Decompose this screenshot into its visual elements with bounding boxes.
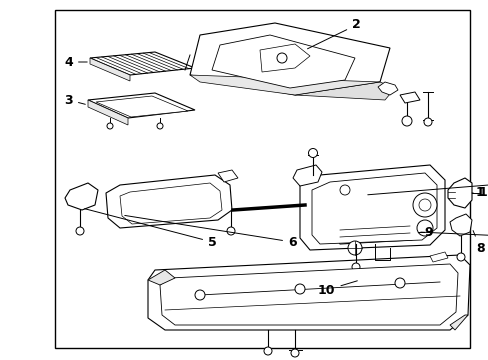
Polygon shape xyxy=(292,165,321,186)
Text: 3: 3 xyxy=(64,94,85,107)
Polygon shape xyxy=(218,170,238,182)
Circle shape xyxy=(107,123,113,129)
Text: 4: 4 xyxy=(64,55,87,68)
Polygon shape xyxy=(90,52,195,75)
Circle shape xyxy=(394,278,404,288)
Text: 2: 2 xyxy=(307,18,360,49)
Circle shape xyxy=(401,116,411,126)
Circle shape xyxy=(351,263,359,271)
Polygon shape xyxy=(299,165,444,250)
Polygon shape xyxy=(88,93,195,118)
Circle shape xyxy=(294,284,305,294)
Circle shape xyxy=(290,349,298,357)
Circle shape xyxy=(412,193,436,217)
Bar xyxy=(55,10,469,348)
Circle shape xyxy=(157,123,163,129)
Polygon shape xyxy=(449,214,471,236)
Polygon shape xyxy=(377,82,397,95)
Polygon shape xyxy=(311,173,436,244)
Polygon shape xyxy=(331,215,417,244)
Polygon shape xyxy=(120,183,222,224)
Polygon shape xyxy=(160,264,457,325)
Polygon shape xyxy=(90,58,130,81)
Circle shape xyxy=(308,148,317,158)
Circle shape xyxy=(76,227,84,235)
Text: 8: 8 xyxy=(472,230,484,255)
Circle shape xyxy=(456,253,464,261)
Polygon shape xyxy=(96,96,187,117)
Circle shape xyxy=(416,220,432,236)
Circle shape xyxy=(347,241,361,255)
Text: 1: 1 xyxy=(471,186,484,199)
Text: 7: 7 xyxy=(367,168,488,195)
Polygon shape xyxy=(260,44,309,72)
Polygon shape xyxy=(399,92,419,103)
Polygon shape xyxy=(65,183,98,210)
Polygon shape xyxy=(148,270,175,285)
Text: 9: 9 xyxy=(423,225,432,238)
Text: 6: 6 xyxy=(124,215,296,248)
Text: 1: 1 xyxy=(478,186,487,199)
Polygon shape xyxy=(190,75,379,95)
Polygon shape xyxy=(449,315,467,330)
Circle shape xyxy=(276,53,286,63)
Circle shape xyxy=(423,118,431,126)
Circle shape xyxy=(339,185,349,195)
Circle shape xyxy=(195,290,204,300)
Polygon shape xyxy=(212,35,354,88)
Text: 9: 9 xyxy=(420,231,488,244)
Polygon shape xyxy=(294,82,394,100)
Polygon shape xyxy=(148,255,469,330)
Text: 10: 10 xyxy=(317,281,357,297)
Polygon shape xyxy=(106,175,231,228)
Circle shape xyxy=(418,199,430,211)
Polygon shape xyxy=(447,178,471,208)
Polygon shape xyxy=(429,252,447,262)
Text: 5: 5 xyxy=(84,209,216,248)
Circle shape xyxy=(226,227,235,235)
Circle shape xyxy=(264,347,271,355)
Polygon shape xyxy=(88,100,128,125)
Polygon shape xyxy=(190,23,389,95)
